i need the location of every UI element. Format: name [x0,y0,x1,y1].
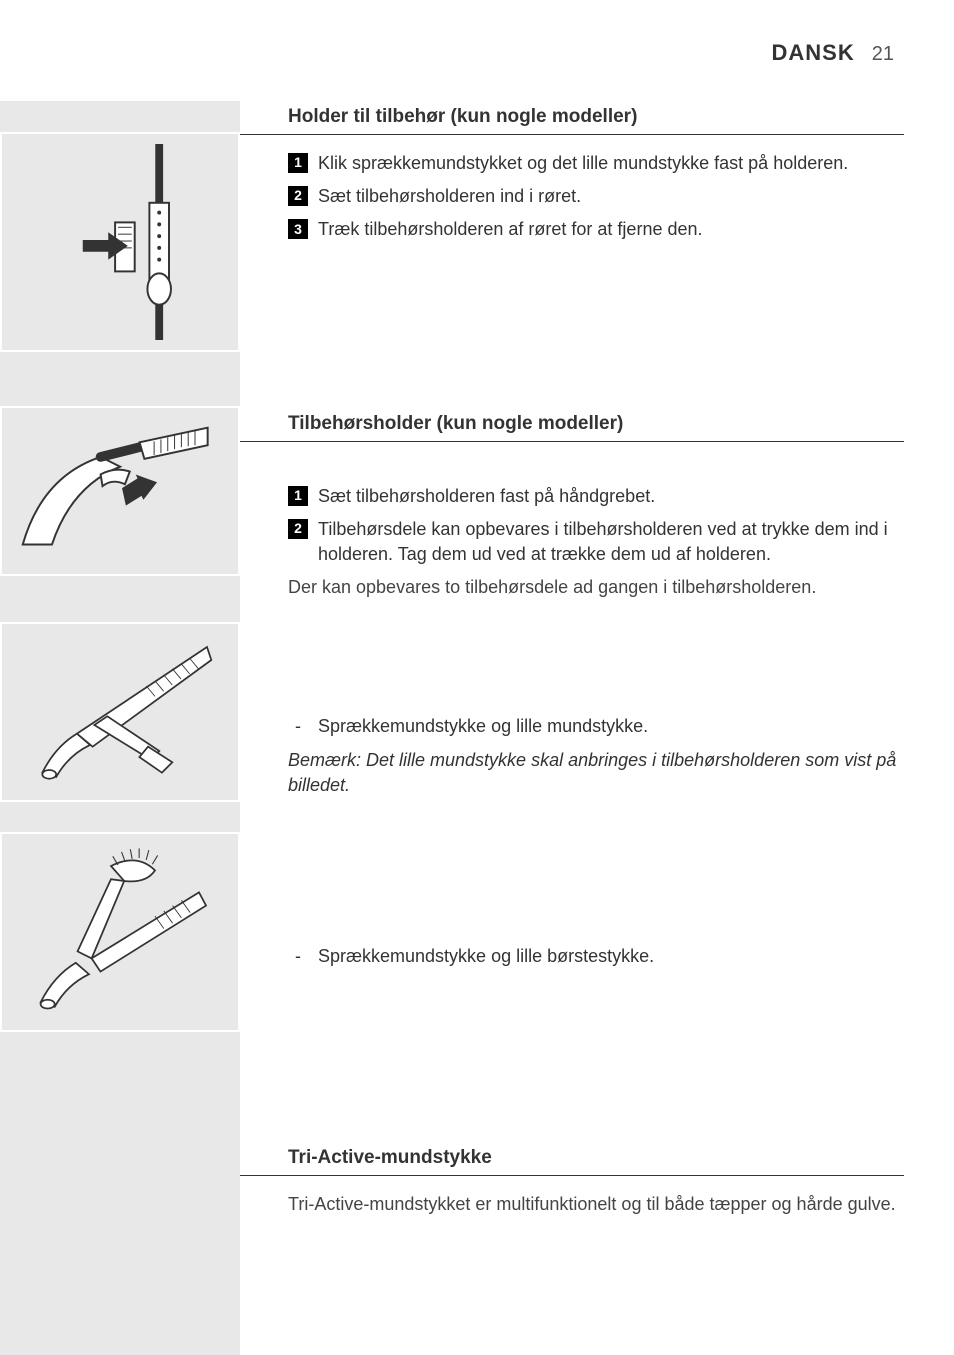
illustration-crevice-small-nozzle [0,622,240,802]
section-3: - Sprækkemundstykke og lille børstestykk… [288,944,904,969]
section-2-italic-note: Bemærk: Det lille mundstykke skal anbrin… [288,748,904,798]
step-num: 2 [288,186,308,206]
step-num: 1 [288,486,308,506]
bullet-3-0: - Sprækkemundstykke og lille børstestykk… [288,944,904,969]
language-label: DANSK [772,40,855,65]
nozzle-combo-svg [25,634,216,790]
illustration-crevice-brush [0,832,240,1032]
step-num: 2 [288,519,308,539]
step-text: Træk tilbehørsholderen af røret for at f… [318,217,904,242]
illustration-clip-handle [0,406,240,576]
step-num: 1 [288,153,308,173]
brush-combo-svg [23,844,217,1020]
step-text: Sæt tilbehørsholderen ind i røret. [318,184,904,209]
main-content: Holder til tilbehør (kun nogle modeller)… [288,106,904,1217]
step-num: 3 [288,219,308,239]
step-1-1: 2 Tilbehørsdele kan opbevares i tilbehør… [288,517,904,567]
step-text: Tilbehørsdele kan opbevares i tilbehørsh… [318,517,904,567]
section-1-note: Der kan opbevares to tilbehørsdele ad ga… [288,575,904,600]
step-0-1: 2 Sæt tilbehørsholderen ind i røret. [288,184,904,209]
section-title-0: Holder til tilbehør (kun nogle modeller) [240,106,904,135]
section-title-4: Tri-Active-mundstykke [240,1147,904,1176]
step-0-2: 3 Træk tilbehørsholderen af røret for at… [288,217,904,242]
bullet-2-0: - Sprækkemundstykke og lille mundstykke. [288,714,904,739]
step-list-0: 1 Klik sprækkemundstykket og det lille m… [288,151,904,243]
step-list-1: 1 Sæt tilbehørsholderen fast på håndgreb… [288,458,904,601]
bullet-dash: - [288,714,308,739]
bullet-text: Sprækkemundstykke og lille mundstykke. [318,714,648,739]
step-0-0: 1 Klik sprækkemundstykket og det lille m… [288,151,904,176]
section-4-paragraph: Tri-Active-mundstykket er multifunktione… [288,1192,904,1217]
tube-holder-svg [22,144,218,340]
section-2: - Sprækkemundstykke og lille mundstykke.… [288,674,904,798]
illustration-accessory-holder-tube [0,132,240,352]
step-1-0: 1 Sæt tilbehørsholderen fast på håndgreb… [288,484,904,509]
bullet-dash: - [288,944,308,969]
page-number: 21 [872,43,894,65]
bullet-text: Sprækkemundstykke og lille børstestykke. [318,944,654,969]
handle-clip-svg [13,418,227,564]
section-title-1: Tilbehørsholder (kun nogle modeller) [240,413,904,442]
step-text: Klik sprækkemundstykket og det lille mun… [318,151,904,176]
page-header: DANSK 21 [0,40,904,66]
step-text: Sæt tilbehørsholderen fast på håndgrebet… [318,484,904,509]
